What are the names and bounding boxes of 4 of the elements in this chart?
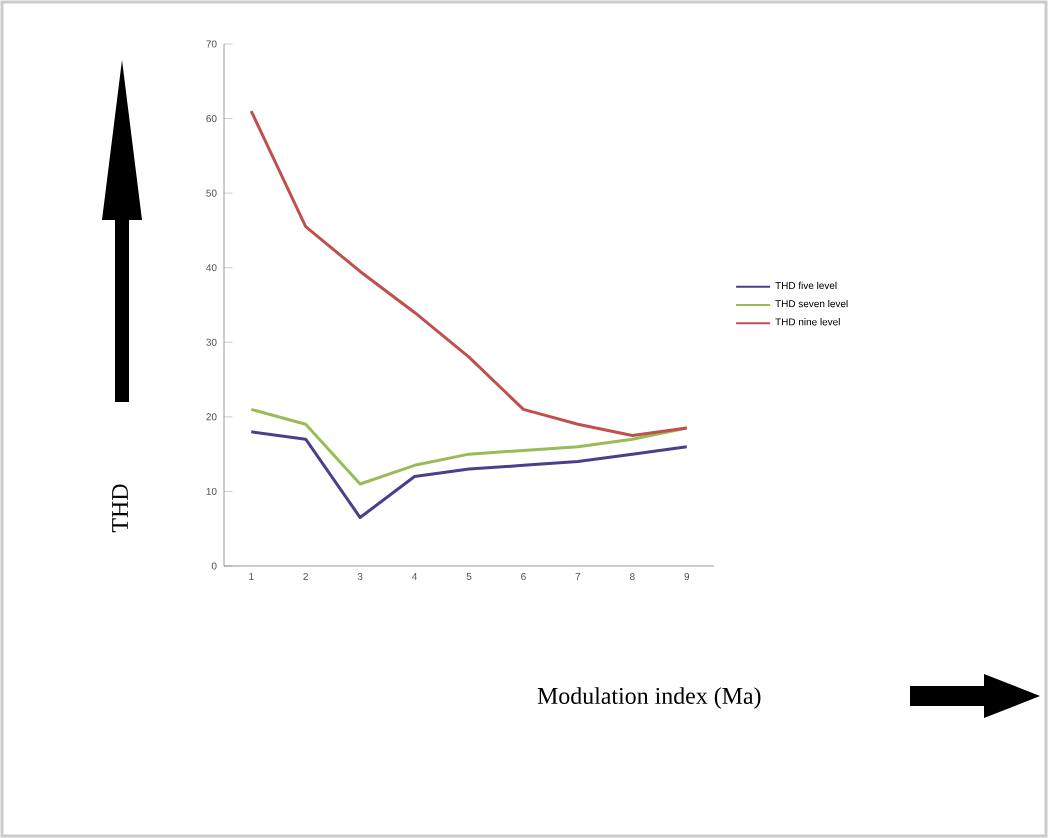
y-axis-title: THD xyxy=(112,484,128,533)
line-series xyxy=(249,430,689,520)
x-axis-title: Modulation index (Ma) xyxy=(537,687,761,709)
line-series xyxy=(249,109,689,437)
